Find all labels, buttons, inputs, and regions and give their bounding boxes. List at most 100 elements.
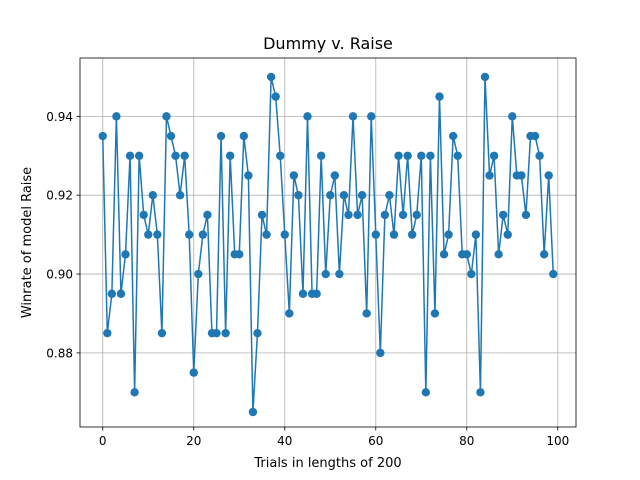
data-point	[394, 151, 403, 160]
data-point	[549, 269, 558, 279]
data-point	[453, 151, 462, 160]
data-point	[385, 190, 394, 200]
data-point	[116, 289, 126, 298]
data-point	[544, 171, 553, 180]
data-point	[221, 328, 230, 338]
axis-ticks: 0 20 40 60 80 100 0.88 0.90 0.92 0.94	[46, 110, 569, 448]
x-tick-label: 60	[368, 434, 383, 448]
data-point	[98, 131, 107, 141]
data-point	[298, 289, 308, 298]
data-point	[312, 289, 321, 298]
data-point	[244, 171, 253, 180]
data-series	[98, 72, 558, 417]
data-point	[417, 151, 426, 160]
data-point	[530, 131, 540, 141]
data-point	[262, 230, 271, 239]
data-point	[235, 250, 244, 259]
data-point	[380, 210, 390, 220]
data-point	[357, 190, 367, 200]
data-point	[112, 112, 121, 121]
data-point	[439, 250, 449, 259]
data-point	[330, 171, 340, 180]
data-point	[166, 131, 176, 141]
data-point	[535, 151, 544, 160]
data-point	[353, 210, 362, 220]
data-point	[448, 131, 458, 141]
data-point	[198, 230, 208, 239]
data-point	[162, 112, 171, 121]
data-point	[289, 171, 299, 180]
data-point	[503, 230, 512, 239]
data-point	[253, 328, 262, 338]
x-tick-label: 80	[459, 434, 474, 448]
data-point	[175, 190, 185, 200]
y-axis-label: Winrate of model Raise	[20, 167, 35, 318]
data-point	[517, 171, 526, 180]
data-point	[508, 112, 517, 121]
data-point	[485, 171, 494, 180]
data-point	[489, 151, 499, 160]
data-point	[403, 151, 412, 160]
data-point	[362, 309, 371, 318]
data-point	[539, 250, 549, 259]
data-point	[194, 269, 203, 279]
data-point	[212, 328, 221, 338]
data-point	[285, 309, 294, 318]
x-tick-label: 20	[186, 434, 201, 448]
data-point	[407, 230, 417, 239]
y-tick-label: 0.94	[46, 110, 73, 124]
data-point	[371, 230, 380, 239]
data-point	[339, 190, 349, 200]
data-point	[467, 269, 476, 279]
data-point	[471, 230, 481, 239]
data-point	[134, 151, 144, 160]
data-point	[389, 230, 399, 239]
data-point	[476, 388, 485, 397]
data-point	[321, 269, 330, 279]
data-point	[462, 250, 471, 259]
data-point	[344, 210, 353, 220]
data-point	[139, 210, 148, 220]
data-point	[430, 309, 440, 318]
data-point	[130, 388, 139, 397]
data-point	[257, 210, 267, 220]
data-point	[367, 112, 376, 121]
series-line	[102, 76, 554, 413]
data-point	[294, 190, 303, 200]
y-tick-label: 0.88	[46, 346, 73, 360]
data-point	[153, 230, 162, 239]
data-point	[180, 151, 189, 160]
data-point	[326, 190, 335, 200]
data-point	[348, 112, 358, 121]
data-point	[444, 230, 453, 239]
data-point	[280, 230, 289, 239]
data-point	[480, 72, 490, 82]
x-tick-label: 100	[546, 434, 569, 448]
data-point	[303, 112, 312, 121]
data-point	[185, 230, 194, 239]
data-point	[421, 388, 431, 397]
data-point	[316, 151, 326, 160]
data-point	[266, 72, 276, 82]
data-point	[276, 151, 285, 160]
y-tick-label: 0.90	[46, 268, 73, 282]
data-point	[125, 151, 135, 160]
chart-title: Dummy v. Raise	[263, 34, 393, 53]
data-point	[144, 230, 153, 239]
x-axis-label: Trials in lengths of 200	[253, 456, 401, 471]
data-point	[148, 190, 158, 200]
y-tick-label: 0.92	[46, 189, 73, 203]
data-point	[189, 368, 198, 377]
data-point	[498, 210, 508, 220]
data-point	[107, 289, 117, 298]
data-point	[171, 151, 180, 160]
data-point	[426, 151, 435, 160]
x-tick-label: 0	[99, 434, 107, 448]
data-point	[521, 210, 531, 220]
data-point	[435, 92, 444, 101]
data-point	[398, 210, 408, 220]
data-point	[225, 151, 235, 160]
data-point	[103, 328, 112, 338]
